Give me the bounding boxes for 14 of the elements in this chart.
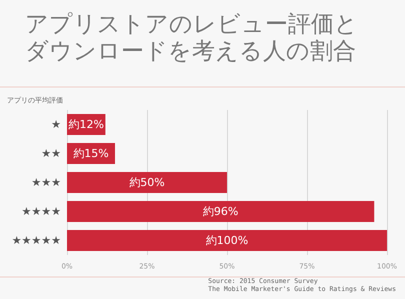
y-tick-label: ★ xyxy=(51,118,62,131)
y-tick-label: ★★★ xyxy=(31,176,62,189)
y-tick-label: ★★ xyxy=(41,147,62,160)
data-label: 約15% xyxy=(73,147,109,160)
chart-title: アプリストアのレビュー評価とダウンロードを考える人の割合 xyxy=(25,12,358,64)
bar xyxy=(67,172,227,193)
data-label: 約96% xyxy=(202,205,238,218)
data-label: 約50% xyxy=(129,176,165,189)
y-tick-label: ★★★★ xyxy=(22,205,62,218)
bar xyxy=(67,201,374,222)
data-label: 約100% xyxy=(206,234,248,247)
bar xyxy=(67,230,387,251)
y-tick-label: ★★★★★ xyxy=(12,234,62,247)
data-label: 約12% xyxy=(68,118,104,131)
